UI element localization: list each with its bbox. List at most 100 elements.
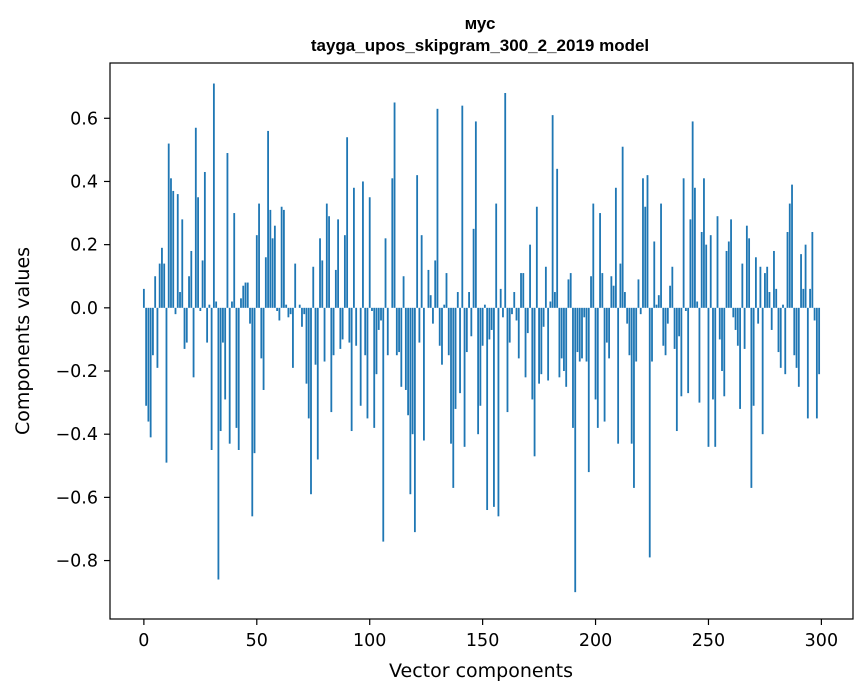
bar-45 — [244, 282, 247, 308]
bar-188 — [567, 279, 570, 308]
bar-250 — [707, 307, 710, 447]
bar-154 — [490, 307, 493, 330]
bar-273 — [759, 266, 762, 308]
bar-60 — [278, 307, 281, 321]
bar-22 — [192, 307, 195, 378]
bar-272 — [757, 307, 760, 324]
bar-174 — [535, 206, 538, 308]
y-tick-label: −0.8 — [56, 552, 99, 572]
bar-202 — [599, 213, 601, 308]
bar-155 — [493, 307, 495, 507]
bar-294 — [806, 307, 809, 419]
bar-186 — [563, 307, 565, 372]
bar-292 — [802, 288, 805, 308]
y-tick-label: 0.4 — [70, 172, 98, 192]
bar-191 — [574, 307, 577, 593]
bar-6 — [156, 307, 159, 368]
bar-205 — [605, 307, 608, 343]
bar-278 — [770, 307, 773, 330]
x-tick-label: 0 — [138, 631, 149, 651]
bar-121 — [416, 175, 419, 308]
bar-196 — [585, 307, 588, 362]
bar-16 — [179, 292, 181, 308]
bar-197 — [587, 307, 590, 473]
bar-159 — [502, 307, 504, 318]
bar-82 — [328, 216, 330, 308]
bar-254 — [716, 216, 719, 308]
bar-71 — [303, 307, 306, 315]
bar-135 — [447, 307, 450, 356]
bar-120 — [413, 307, 416, 533]
bar-12 — [170, 178, 172, 308]
bar-75 — [312, 266, 315, 308]
bar-49 — [253, 307, 256, 454]
bar-282 — [779, 307, 782, 368]
bar-240 — [684, 307, 687, 311]
bar-144 — [468, 292, 470, 308]
bar-78 — [319, 238, 321, 308]
bar-243 — [691, 121, 694, 308]
bar-180 — [549, 301, 552, 308]
bar-193 — [578, 307, 581, 362]
bar-137 — [452, 307, 455, 488]
bar-5 — [154, 276, 157, 308]
bar-220 — [639, 307, 642, 315]
bar-211 — [619, 263, 622, 308]
bar-58 — [273, 225, 276, 308]
bar-145 — [470, 307, 473, 337]
bar-124 — [423, 307, 425, 441]
bar-25 — [199, 307, 202, 311]
bar-89 — [343, 235, 346, 308]
bar-76 — [314, 307, 317, 365]
bar-93 — [353, 187, 355, 308]
bar-296 — [811, 232, 814, 308]
bar-52 — [260, 307, 263, 359]
bar-286 — [788, 203, 791, 308]
bar-216 — [630, 307, 633, 444]
bar-158 — [499, 288, 502, 308]
bar-70 — [301, 307, 303, 327]
bar-276 — [766, 266, 769, 308]
bar-258 — [725, 250, 728, 308]
bar-0 — [142, 288, 145, 308]
bar-33 — [217, 307, 220, 580]
bar-8 — [161, 247, 163, 308]
bar-116 — [404, 307, 407, 390]
y-tick-label: 0.0 — [70, 299, 98, 319]
bar-235 — [673, 307, 676, 349]
bar-268 — [748, 238, 751, 308]
bar-162 — [508, 307, 511, 343]
bar-42 — [237, 307, 240, 450]
bar-222 — [644, 206, 647, 308]
bar-67 — [294, 263, 297, 308]
bar-44 — [242, 285, 245, 308]
bar-3 — [149, 307, 152, 438]
bar-247 — [700, 232, 703, 308]
bar-149 — [479, 307, 482, 406]
bar-79 — [321, 260, 324, 308]
bar-106 — [382, 307, 385, 542]
bar-204 — [603, 307, 606, 422]
bar-236 — [675, 307, 678, 432]
bar-262 — [734, 307, 737, 330]
bar-224 — [648, 307, 651, 558]
bar-153 — [488, 307, 491, 340]
bar-173 — [533, 307, 536, 457]
bar-129 — [434, 260, 437, 308]
bar-28 — [206, 307, 209, 343]
bar-151 — [483, 304, 486, 308]
bar-245 — [696, 301, 699, 308]
bar-103 — [375, 307, 378, 375]
bar-101 — [371, 307, 373, 311]
bar-46 — [246, 282, 249, 308]
bar-85 — [334, 269, 337, 308]
bar-208 — [612, 285, 615, 308]
bar-108 — [386, 307, 389, 356]
bar-142 — [463, 307, 466, 447]
bar-251 — [709, 235, 712, 308]
bar-228 — [657, 295, 660, 308]
bar-239 — [682, 178, 685, 308]
bar-91 — [348, 307, 351, 343]
bar-127 — [429, 295, 432, 308]
x-tick-label: 150 — [466, 631, 499, 651]
